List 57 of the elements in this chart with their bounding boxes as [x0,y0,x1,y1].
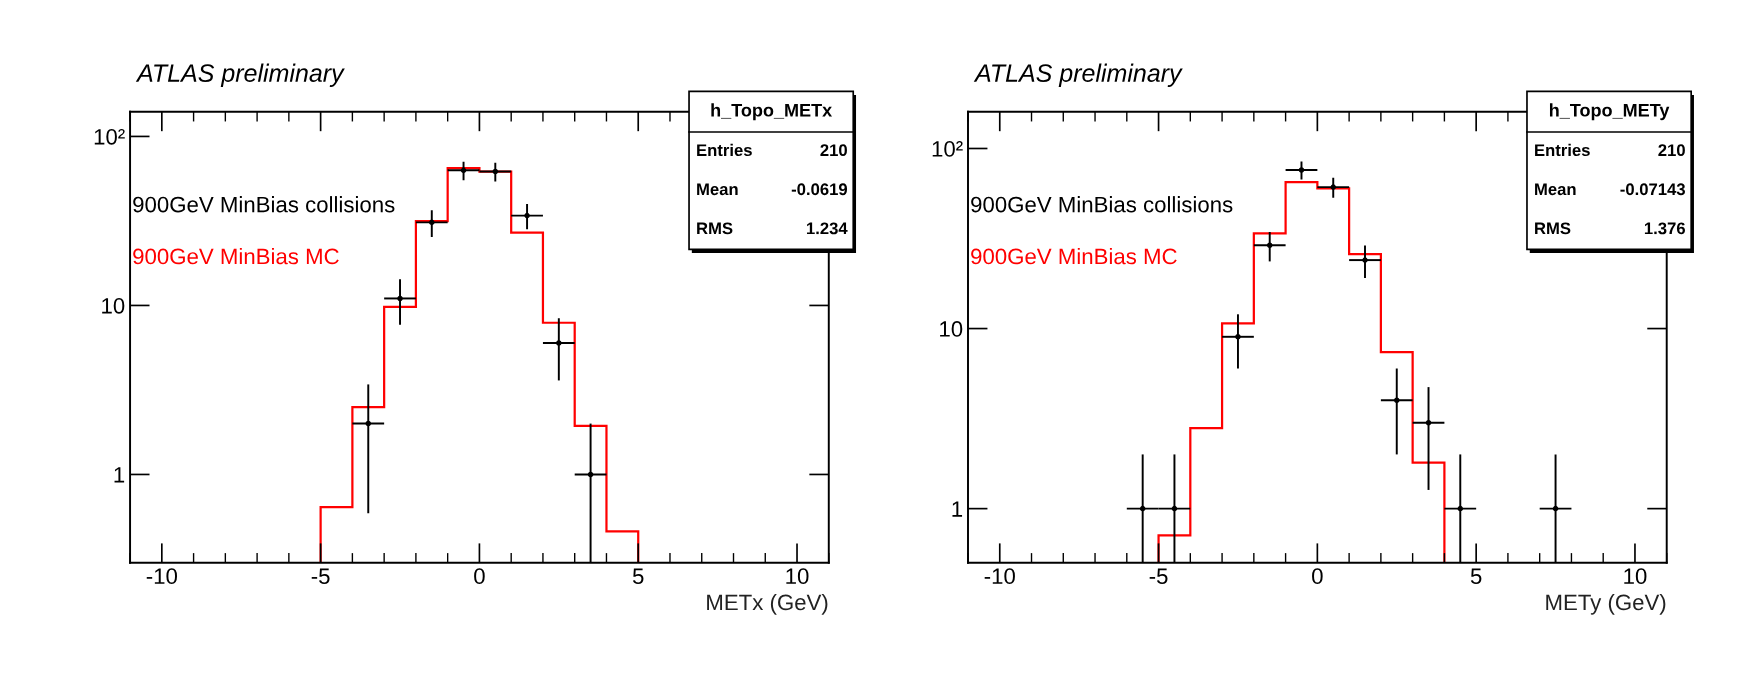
annotation: 210 [820,144,847,157]
annotation: Mean [1535,183,1576,196]
point [1330,184,1337,190]
x-tick-label: 10 [1624,568,1647,585]
x-tick-label: 10 [786,568,809,585]
point [1298,167,1305,173]
y-tick-label: 1 [114,467,125,483]
y-tick-label: 10 [102,297,125,314]
y-tick-label: 10² [932,141,963,157]
x-tick-label: 0 [474,568,485,585]
point [460,167,467,174]
annotation: h_Topo_METx [711,103,833,121]
y-tick-label: 10² [94,128,125,145]
x-tick-label: 0 [1312,568,1323,585]
point [1457,505,1464,512]
point [1425,419,1432,426]
x-tick-label: -5 [1149,568,1168,585]
annotation: Mean [697,183,738,196]
chart-title: ATLAS preliminary [973,63,1183,87]
point [365,420,372,427]
point [1362,257,1368,263]
series-label: 900GeV MinBias collisions [133,196,395,213]
text: 900GeV MinBias MC [133,247,339,265]
annotation: -0.07143 [1620,183,1685,196]
point [587,471,594,478]
y-tick-label: 10 [940,321,963,337]
annotation: 210 [1658,144,1685,157]
x-tick-label: -10 [984,568,1015,585]
annotation: 1.234 [807,222,848,235]
annotation: RMS [1535,222,1571,235]
point [556,340,562,346]
annotation: Entries [697,143,752,157]
point [1266,242,1273,249]
x-tick-label: -5 [311,568,330,585]
x-tick-label: -10 [146,568,178,585]
text: 900GeV MinBias collisions [971,196,1233,213]
point [1235,334,1241,340]
annotation: -0.0619 [791,183,848,196]
point [524,212,530,219]
x-tick-label: 5 [632,568,644,585]
annotation: h_Topo_METy [1549,103,1670,121]
point [429,219,435,226]
annotation: RMS [697,222,733,235]
point [1171,505,1178,512]
point [1393,397,1400,403]
point [492,168,499,175]
y-tick-label: 1 [952,501,963,517]
chart-title: ATLAS preliminary [135,63,345,87]
x-axis-title: METx (GeV) [707,593,828,615]
point [397,295,403,302]
x-axis-title: METy (GeV) [1546,593,1666,615]
annotation: Entries [1535,143,1590,157]
text: 900GeV MinBias MC [971,247,1177,265]
point [1552,505,1559,512]
x-tick-label: 5 [1470,568,1482,585]
annotation: 1.376 [1644,222,1685,235]
point [1139,505,1146,512]
